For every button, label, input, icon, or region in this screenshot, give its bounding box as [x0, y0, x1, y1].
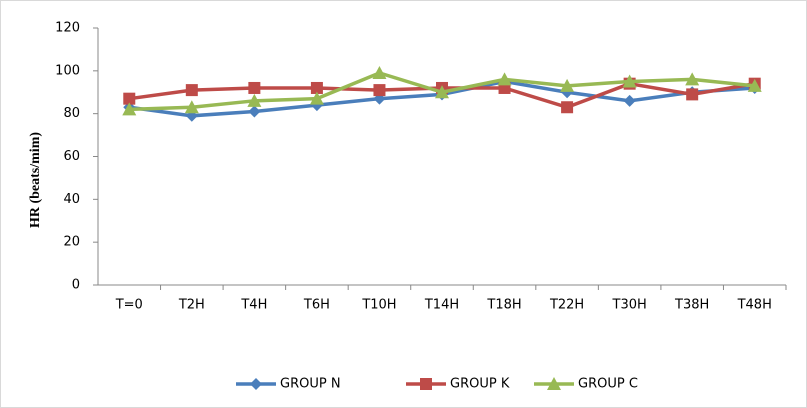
marker: [373, 84, 386, 97]
marker: [372, 65, 387, 79]
x-tick-label: T=0: [115, 298, 143, 313]
marker: [247, 93, 262, 107]
marker: [185, 84, 198, 97]
x-tick-label: T48H: [737, 298, 772, 313]
legend-label: GROUP N: [280, 377, 341, 392]
marker: [685, 72, 700, 86]
x-tick-label: T2H: [178, 298, 205, 313]
x-tick-label: T38H: [674, 298, 709, 313]
y-tick-label: 40: [63, 192, 80, 207]
marker: [686, 88, 699, 101]
marker: [547, 377, 561, 390]
x-tick-label: T6H: [303, 298, 330, 313]
y-axis-label: HR (beats/mim): [28, 132, 43, 228]
marker: [123, 92, 136, 105]
marker: [310, 81, 323, 94]
marker: [248, 81, 261, 94]
y-tick-label: 0: [72, 278, 80, 293]
x-tick-label: T4H: [240, 298, 267, 313]
marker: [420, 378, 432, 390]
y-tick-label: 80: [63, 106, 80, 121]
marker: [435, 85, 449, 99]
legend-label: GROUP K: [450, 377, 510, 392]
y-tick-label: 120: [55, 21, 80, 36]
y-tick-label: 20: [63, 235, 80, 250]
y-tick-label: 100: [55, 63, 80, 78]
x-tick-label: T30H: [612, 298, 647, 313]
x-tick-label: T22H: [549, 298, 584, 313]
marker: [309, 91, 324, 105]
x-tick-label: T10H: [361, 298, 396, 313]
x-tick-label: T18H: [486, 298, 521, 313]
x-tick-label: T14H: [424, 298, 459, 313]
marker: [560, 78, 575, 92]
legend-label: GROUP C: [578, 377, 638, 392]
y-tick-label: 60: [63, 149, 80, 164]
marker: [250, 378, 262, 390]
marker: [184, 100, 199, 114]
marker: [622, 74, 637, 88]
marker: [122, 102, 137, 116]
marker: [747, 78, 762, 92]
marker: [497, 72, 512, 86]
marker: [623, 94, 636, 107]
marker: [248, 105, 261, 118]
marker: [561, 101, 574, 114]
